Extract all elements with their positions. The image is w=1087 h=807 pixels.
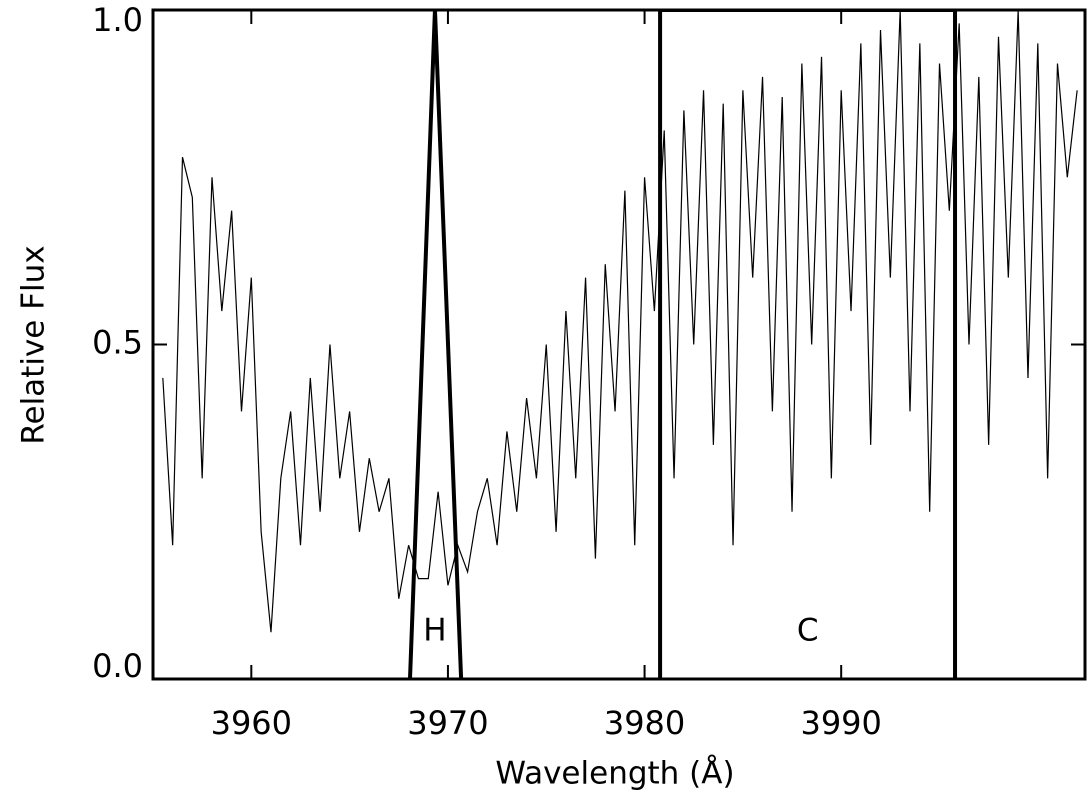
x-tick-label: 3990 [800, 704, 881, 742]
bandpass [658, 10, 958, 679]
x-tick-label: 3960 [211, 704, 292, 742]
plot-area [162, 10, 1078, 679]
annotation: C [797, 613, 819, 649]
x-tick-label: 3980 [604, 704, 685, 742]
spectrum-line [162, 10, 1078, 633]
y-tick-label: 0.5 [92, 324, 143, 362]
axes-frame [151, 8, 1087, 681]
y-tick-label: 1.0 [92, 1, 143, 39]
x-tick-label: 3970 [407, 704, 488, 742]
bandpass [407, 10, 464, 679]
y-tick-label: 0.0 [92, 647, 143, 685]
y-axis-label: Relative Flux [16, 245, 52, 444]
annotation: H [423, 613, 446, 649]
x-axis-label: Wavelength (Å) [495, 756, 734, 792]
